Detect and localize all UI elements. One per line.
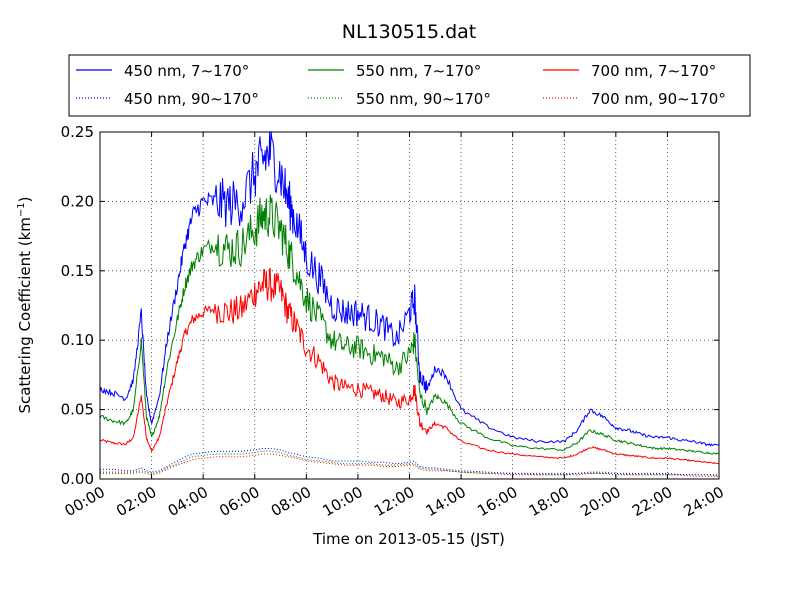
legend-label: 550 nm, 90∼170° [356, 90, 491, 108]
x-tick-label: 00:00 [62, 483, 108, 520]
series-line-total-ff0000 [99, 267, 720, 465]
plot-area: 00:00 02:00 04:00 06:00 08:00 10:00 12:00 14:00… [61, 123, 727, 520]
x-tick-label: 14:00 [423, 483, 469, 520]
chart-title: NL130515.dat [342, 21, 477, 43]
y-tick-label: 0.05 [61, 401, 94, 419]
x-tick-label: 10:00 [319, 483, 365, 520]
axes-frame [100, 132, 719, 479]
series-line-total-0000ff [99, 131, 720, 447]
legend-label: 550 nm, 7∼170° [356, 62, 481, 80]
x-tick-label: 12:00 [371, 483, 417, 520]
y-axis-label: Scattering Coefficient (km−1) [16, 196, 34, 413]
x-tick-label: 06:00 [216, 483, 262, 520]
x-tick-label: 16:00 [474, 483, 520, 520]
y-axis-label-close: ) [16, 196, 34, 202]
y-tick-label: 0.15 [61, 262, 94, 280]
x-tick-label: 24:00 [681, 483, 727, 520]
series-line-total-008000 [99, 194, 720, 455]
x-tick-label: 08:00 [268, 483, 314, 520]
y-tick-label: 0.10 [61, 331, 94, 349]
legend-label: 450 nm, 90∼170° [124, 90, 259, 108]
x-axis-label: Time on 2013-05-15 (JST) [312, 530, 505, 548]
legend-frame [68, 54, 751, 117]
legend-label: 700 nm, 7∼170° [591, 62, 716, 80]
y-tick-label: 0.25 [61, 123, 94, 141]
x-tick-label: 02:00 [113, 483, 159, 520]
x-tick-label: 22:00 [629, 483, 675, 520]
legend-label: 450 nm, 7∼170° [124, 62, 249, 80]
x-tick-label: 18:00 [526, 483, 572, 520]
y-tick-label: 0.20 [61, 192, 94, 210]
legend: 450 nm, 7∼170° 550 nm, 7∼170° 700 nm, 7∼17… [68, 54, 751, 117]
x-tick-label: 20:00 [577, 483, 623, 520]
y-tick-label: 0.00 [61, 470, 94, 488]
x-tick-label: 04:00 [165, 483, 211, 520]
legend-label: 700 nm, 90∼170° [591, 90, 726, 108]
y-axis-label-unit-sup: −1 [16, 202, 27, 217]
